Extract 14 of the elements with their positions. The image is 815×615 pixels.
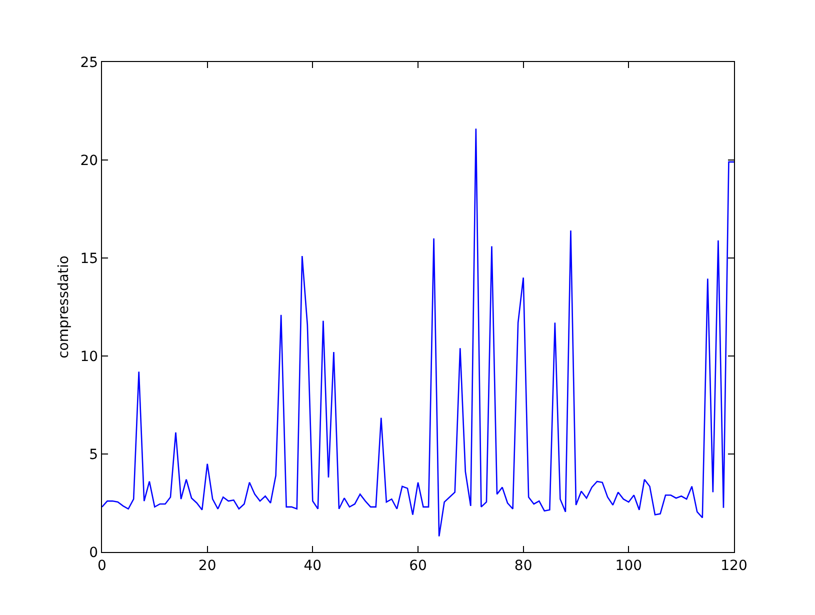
y-tick-label: 5 bbox=[89, 446, 98, 463]
x-tick-label: 100 bbox=[615, 558, 642, 574]
y-tick-label: 10 bbox=[80, 348, 98, 365]
x-tick-label: 40 bbox=[304, 558, 322, 574]
line-series bbox=[102, 128, 734, 537]
y-tick-label: 15 bbox=[80, 250, 98, 267]
y-tick-label: 25 bbox=[80, 54, 98, 71]
y-tick-label: 20 bbox=[80, 152, 98, 169]
y-tick-label: 0 bbox=[89, 544, 98, 561]
x-tick-label: 20 bbox=[198, 558, 216, 574]
x-tick-label: 120 bbox=[720, 558, 748, 574]
x-tick-label: 60 bbox=[409, 558, 427, 574]
y-axis-title: compressdatio bbox=[56, 256, 72, 358]
x-tick-label: 80 bbox=[514, 558, 532, 574]
